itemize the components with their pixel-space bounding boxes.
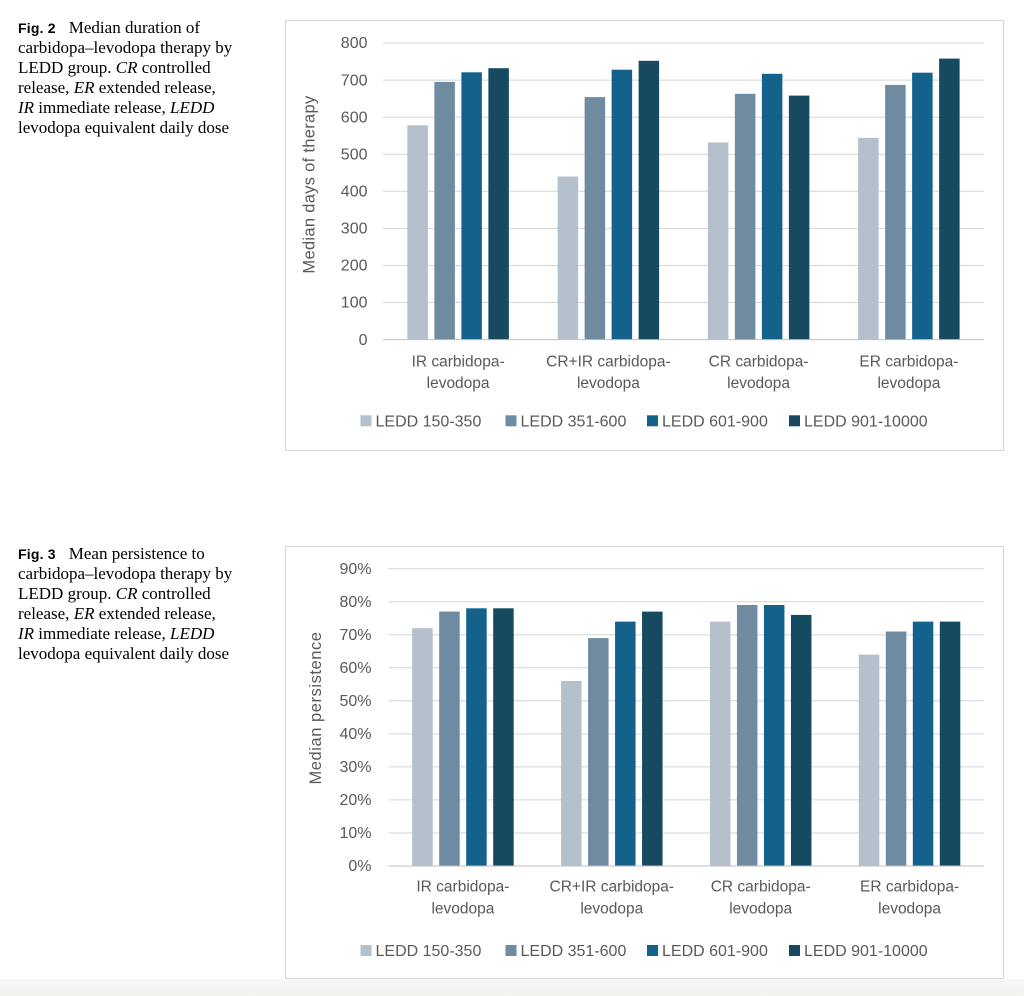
svg-text:levodopa: levodopa xyxy=(727,375,790,392)
svg-text:levodopa: levodopa xyxy=(427,375,490,392)
svg-text:Median persistence: Median persistence xyxy=(307,632,325,785)
svg-text:0%: 0% xyxy=(348,858,371,875)
svg-text:ER carbidopa-: ER carbidopa- xyxy=(860,879,959,896)
svg-text:30%: 30% xyxy=(339,759,371,776)
svg-text:levodopa: levodopa xyxy=(580,901,643,918)
svg-text:500: 500 xyxy=(341,146,368,163)
svg-text:levodopa: levodopa xyxy=(877,375,940,392)
svg-text:400: 400 xyxy=(341,184,368,201)
svg-text:700: 700 xyxy=(341,72,368,89)
svg-text:LEDD 901-10000: LEDD 901-10000 xyxy=(804,413,928,430)
svg-text:LEDD 150-350: LEDD 150-350 xyxy=(376,943,482,960)
svg-text:80%: 80% xyxy=(339,594,371,611)
svg-text:Median days of therapy: Median days of therapy xyxy=(301,95,319,274)
svg-text:20%: 20% xyxy=(339,792,371,809)
svg-text:levodopa: levodopa xyxy=(878,901,941,918)
svg-text:LEDD 901-10000: LEDD 901-10000 xyxy=(804,943,928,960)
svg-text:50%: 50% xyxy=(339,693,371,710)
svg-text:ER carbidopa-: ER carbidopa- xyxy=(859,354,958,371)
svg-text:60%: 60% xyxy=(339,660,371,677)
svg-text:IR carbidopa-: IR carbidopa- xyxy=(412,354,505,371)
svg-text:70%: 70% xyxy=(339,627,371,644)
svg-text:LEDD 351-600: LEDD 351-600 xyxy=(521,413,627,430)
svg-text:LEDD 601-900: LEDD 601-900 xyxy=(662,943,768,960)
svg-text:levodopa: levodopa xyxy=(431,901,494,918)
svg-text:CR carbidopa-: CR carbidopa- xyxy=(711,879,811,896)
svg-text:CR carbidopa-: CR carbidopa- xyxy=(709,354,809,371)
svg-text:40%: 40% xyxy=(339,726,371,743)
svg-text:300: 300 xyxy=(341,221,368,238)
svg-text:CR+IR carbidopa-: CR+IR carbidopa- xyxy=(550,879,674,896)
svg-text:800: 800 xyxy=(341,35,368,52)
svg-text:levodopa: levodopa xyxy=(729,901,792,918)
svg-text:LEDD 601-900: LEDD 601-900 xyxy=(662,413,768,430)
svg-text:LEDD 351-600: LEDD 351-600 xyxy=(521,943,627,960)
svg-text:levodopa: levodopa xyxy=(577,375,640,392)
svg-text:100: 100 xyxy=(341,295,368,312)
svg-text:10%: 10% xyxy=(339,825,371,842)
svg-text:LEDD 150-350: LEDD 150-350 xyxy=(376,413,482,430)
svg-text:0: 0 xyxy=(359,332,368,349)
svg-text:600: 600 xyxy=(341,109,368,126)
svg-text:200: 200 xyxy=(341,258,368,275)
svg-text:CR+IR carbidopa-: CR+IR carbidopa- xyxy=(546,354,670,371)
svg-text:IR carbidopa-: IR carbidopa- xyxy=(416,879,509,896)
svg-text:90%: 90% xyxy=(339,561,371,578)
